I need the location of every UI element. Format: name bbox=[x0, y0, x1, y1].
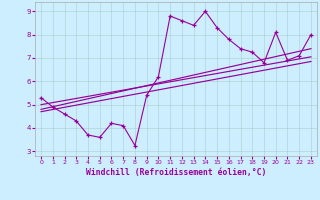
X-axis label: Windchill (Refroidissement éolien,°C): Windchill (Refroidissement éolien,°C) bbox=[86, 168, 266, 177]
